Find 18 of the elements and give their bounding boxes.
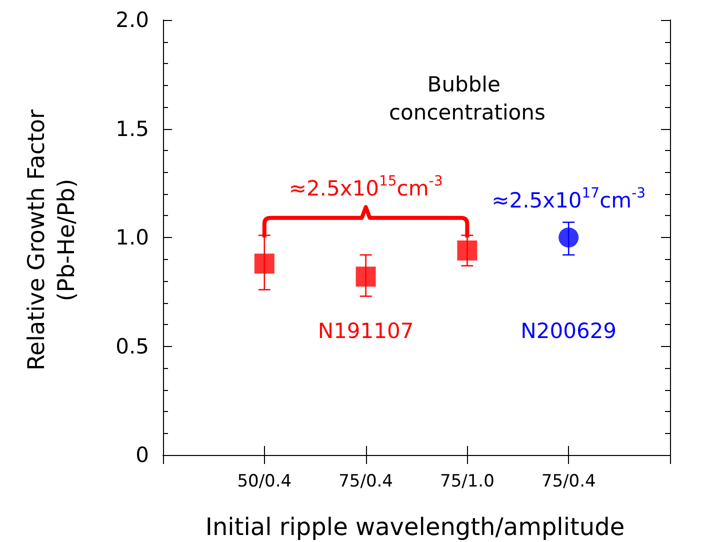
- y-tick-label: 1.0: [116, 226, 149, 250]
- annotation: Bubble concentrations: [389, 72, 546, 124]
- text: N191107: [318, 319, 414, 344]
- point: [254, 254, 274, 274]
- point: [457, 240, 478, 261]
- x-tick-label: 75/0.4: [338, 472, 394, 492]
- y-tick-label: 1.5: [116, 116, 149, 141]
- x-tick-label: 50/0.4: [237, 472, 292, 492]
- x-tick-label: 75/1.0: [440, 472, 494, 492]
- point: [356, 266, 376, 287]
- y-tick-label: 0: [136, 443, 149, 467]
- x-axis-title: Initial ripple wavelength/amplitude: [205, 513, 625, 541]
- y-tick-label: 2.0: [116, 8, 149, 32]
- y-axis-title: Relative Growth Factor (Pb-He/Pb): [24, 108, 80, 371]
- x-tick-label: 75/0.4: [541, 472, 596, 492]
- y-tick-label: 0.5: [116, 334, 149, 358]
- point: [558, 228, 579, 248]
- text: N200629: [520, 319, 617, 344]
